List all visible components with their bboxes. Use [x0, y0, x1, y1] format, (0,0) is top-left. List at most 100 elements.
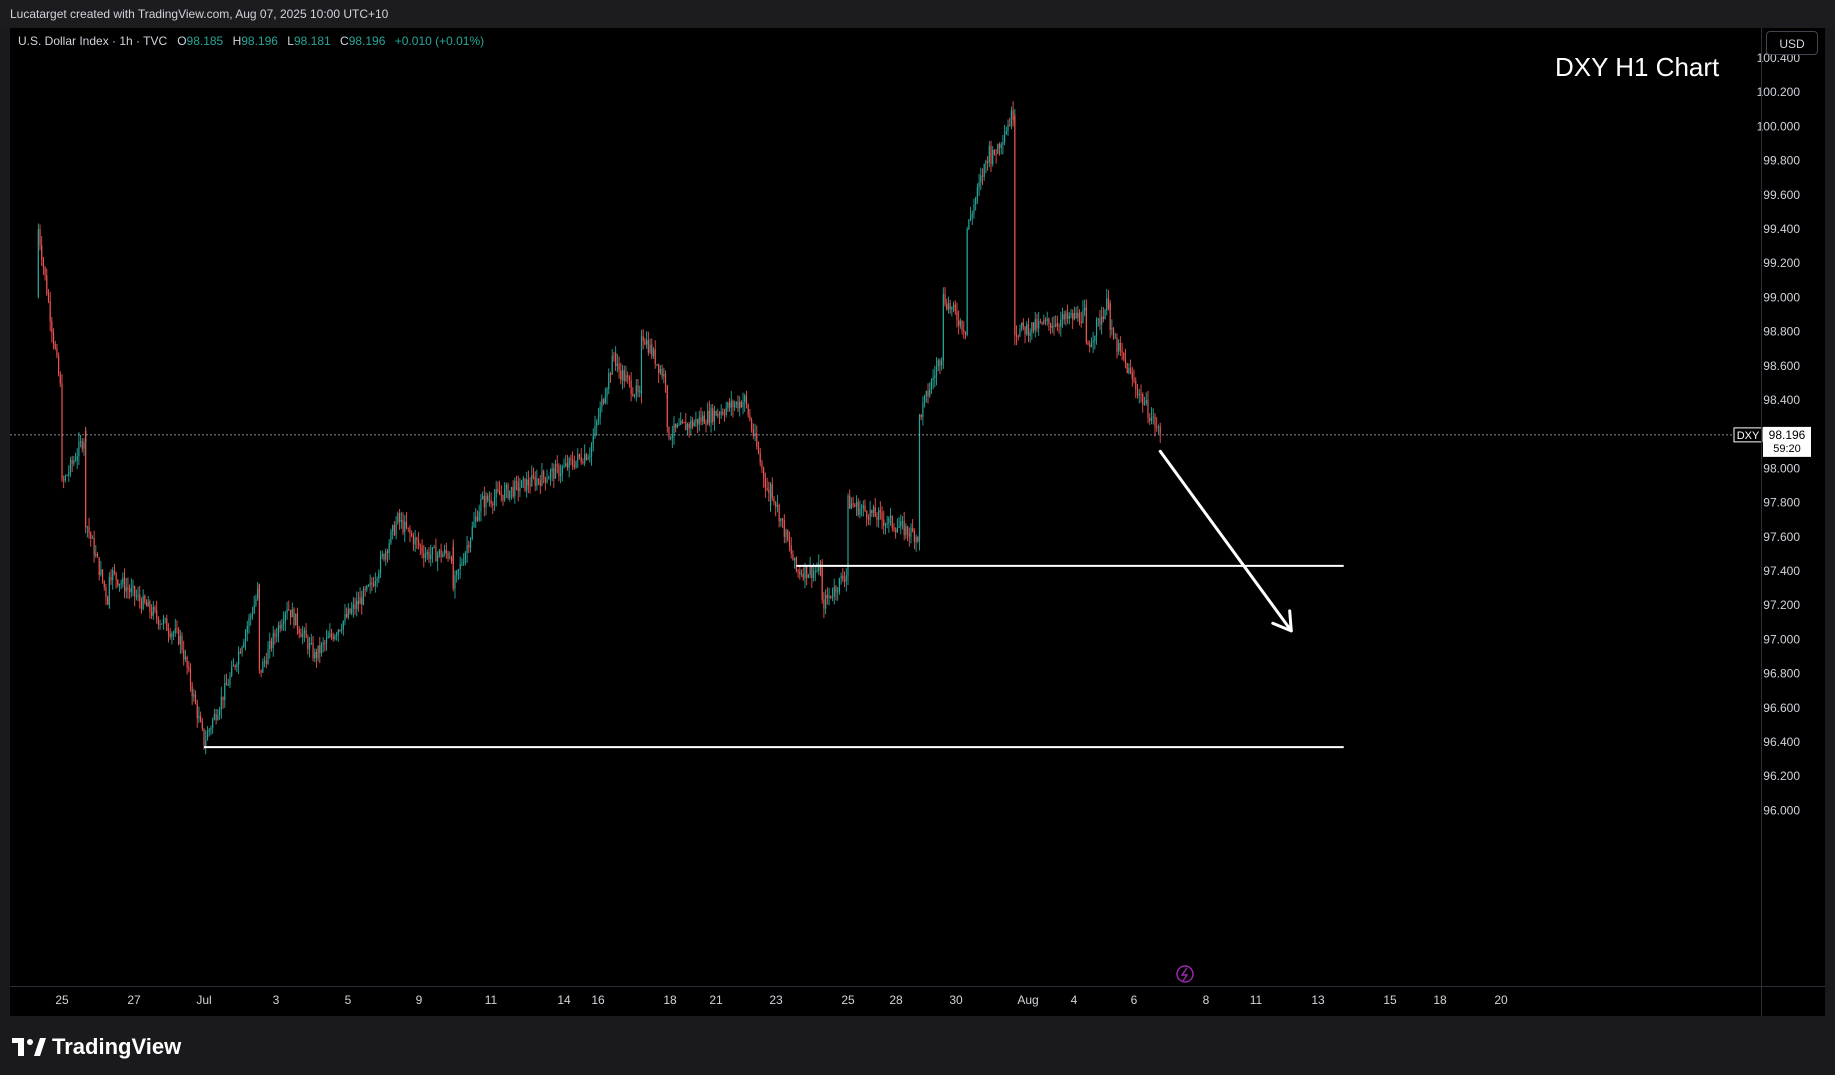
chart-pane[interactable]: 96.000 96.200 96.400 96.600 96.800 97.000 97.2… [10, 28, 1825, 1016]
candle-body [954, 304, 956, 312]
candle-body [536, 478, 538, 486]
x-tick-label: 27 [127, 993, 141, 1007]
candle-body [454, 575, 456, 589]
candle-body [296, 613, 299, 629]
candle-body [1022, 322, 1024, 327]
currency-button[interactable]: USD [1766, 31, 1818, 55]
candle-body [985, 161, 987, 164]
candle-body [568, 458, 570, 468]
candle-body [79, 441, 82, 443]
candle-body [611, 355, 613, 375]
candle-body [587, 457, 589, 460]
candle-body [1051, 326, 1053, 328]
candle-body [414, 537, 416, 545]
plot-background [10, 28, 1761, 986]
candle-body [935, 366, 938, 376]
y-tick-label: 97.800 [1763, 496, 1800, 510]
y-tick-label: 97.400 [1763, 564, 1800, 578]
candle-body [243, 642, 245, 648]
candle-body [572, 459, 574, 465]
candle-body [418, 540, 420, 546]
candle-body [488, 500, 491, 502]
candle-body [1099, 318, 1101, 325]
candle-body [452, 546, 454, 589]
candle-body [725, 408, 727, 415]
candle-body [934, 375, 936, 378]
x-tick-label: 11 [485, 993, 498, 1007]
candle-body [276, 635, 278, 637]
candle-body [251, 613, 254, 616]
candle-body [843, 579, 846, 582]
candle-body [781, 518, 784, 521]
candle-body [167, 630, 170, 634]
symbol-legend[interactable]: U.S. Dollar Index · 1h · TVC O98.185 H98… [18, 34, 484, 48]
candle-body [154, 607, 156, 610]
candle-body [621, 370, 624, 381]
candle-body [740, 401, 742, 408]
candle-body [764, 478, 766, 488]
candle-body [423, 552, 425, 558]
candle-body [895, 529, 897, 533]
price-chart[interactable]: 96.000 96.200 96.400 96.600 96.800 97.000 97.2… [10, 28, 1825, 1016]
candle-body [295, 613, 297, 626]
candle-body [362, 588, 365, 605]
candle-body [582, 461, 584, 464]
candle-body [551, 468, 553, 472]
candle-body [862, 505, 864, 508]
candle-body [814, 571, 816, 572]
candle-body [821, 567, 823, 600]
candle-body [90, 532, 92, 539]
candle-body [405, 521, 408, 528]
candle-body [780, 518, 782, 522]
candle-body [548, 477, 550, 480]
candle-body [76, 456, 78, 461]
candle-body [949, 303, 951, 310]
candle-body [958, 320, 960, 326]
candle-body [1116, 337, 1118, 352]
candle-body [795, 557, 797, 571]
candle-body [1055, 323, 1057, 327]
x-tick-label: 14 [557, 993, 571, 1007]
price-tag-countdown: 59:20 [1773, 443, 1801, 455]
candle-body [549, 471, 552, 478]
candle-body [1121, 350, 1123, 353]
candle-body [1129, 368, 1132, 373]
candle-body [833, 586, 835, 597]
candle-body [433, 546, 435, 548]
candle-body [698, 417, 700, 425]
candle-body [1109, 303, 1111, 330]
candle-body [409, 528, 411, 534]
candle-body [490, 500, 492, 504]
candle-body [756, 433, 758, 447]
candle-body [913, 531, 915, 543]
candle-body [558, 465, 560, 476]
candle-body [346, 613, 348, 618]
tradingview-logo[interactable]: TradingView [12, 1034, 181, 1060]
candle-body [596, 421, 598, 426]
candle-body [437, 554, 439, 562]
candle-body [828, 595, 830, 598]
candle-body [998, 143, 1001, 148]
candle-body [905, 526, 907, 536]
candle-body [390, 531, 392, 544]
candle-body [393, 525, 395, 535]
candle-body [509, 490, 511, 499]
x-tick-label: 13 [1311, 993, 1325, 1007]
candle-body [37, 229, 39, 298]
candle-body [676, 424, 678, 428]
high-label: H [232, 34, 242, 48]
candle-body [464, 552, 466, 563]
candle-body [893, 527, 895, 530]
candle-body [149, 601, 151, 612]
x-tick-label: 3 [273, 993, 280, 1007]
candle-body [811, 566, 813, 578]
candle-body [1123, 352, 1125, 360]
candle-body [44, 267, 46, 276]
candle-body [156, 609, 158, 618]
candle-body [162, 619, 165, 625]
candle-body [850, 503, 853, 509]
candle-body [449, 557, 451, 559]
symbol-info[interactable]: U.S. Dollar Index · 1h · TVC [18, 34, 168, 48]
candle-body [263, 660, 266, 662]
candle-body [966, 229, 968, 333]
